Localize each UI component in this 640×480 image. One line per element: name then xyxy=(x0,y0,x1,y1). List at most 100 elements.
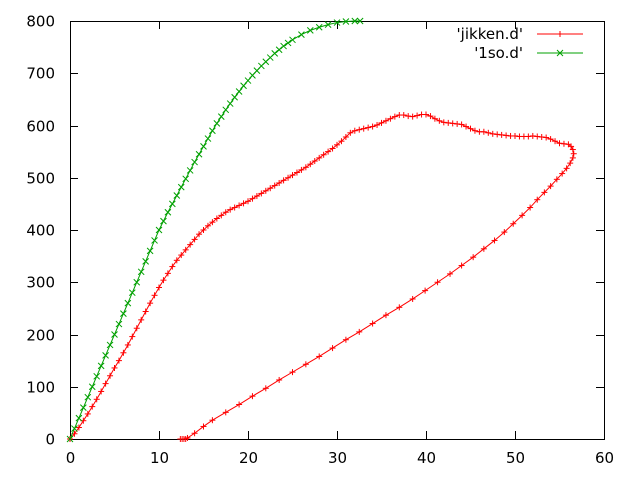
data-point xyxy=(400,112,407,119)
data-point xyxy=(351,127,358,134)
legend-label: 'jikken.d' xyxy=(457,25,523,43)
data-point xyxy=(217,113,225,120)
data-point xyxy=(405,113,412,120)
data-point xyxy=(280,42,287,50)
y-tick-label: 100 xyxy=(26,379,55,397)
data-point xyxy=(249,393,256,400)
data-point xyxy=(71,425,78,432)
data-point xyxy=(436,117,443,124)
data-point xyxy=(480,245,487,252)
data-point xyxy=(245,198,251,205)
data-point xyxy=(156,284,162,291)
data-point xyxy=(102,352,109,359)
data-point xyxy=(191,430,198,437)
data-point xyxy=(186,167,194,174)
data-point xyxy=(173,192,181,199)
data-point xyxy=(527,204,534,211)
data-point xyxy=(567,160,574,167)
data-point xyxy=(480,128,487,135)
y-tick-label: 0 xyxy=(45,431,55,449)
data-point xyxy=(276,376,283,383)
data-point xyxy=(547,136,554,143)
data-point xyxy=(302,361,309,368)
data-point xyxy=(356,17,364,25)
data-point xyxy=(231,93,239,101)
data-point xyxy=(88,383,96,391)
series-line xyxy=(69,20,361,440)
data-point xyxy=(93,372,101,380)
data-point xyxy=(275,46,283,54)
data-point xyxy=(182,175,190,183)
data-point xyxy=(97,362,105,370)
data-point xyxy=(200,227,207,233)
data-point xyxy=(120,349,127,356)
data-point xyxy=(213,215,220,222)
data-point xyxy=(284,39,292,47)
y-tick-label: 300 xyxy=(26,274,55,292)
data-point xyxy=(178,252,185,259)
data-point xyxy=(387,115,394,122)
data-point xyxy=(218,212,225,219)
data-point xyxy=(164,208,172,216)
data-point xyxy=(356,126,363,133)
data-point xyxy=(182,246,189,253)
data-point xyxy=(146,247,154,255)
data-point xyxy=(147,300,154,307)
data-point xyxy=(307,161,314,168)
data-point xyxy=(467,125,474,132)
data-point xyxy=(142,308,149,315)
x-tick-label: 40 xyxy=(417,449,436,467)
data-point xyxy=(306,27,314,34)
data-point xyxy=(240,200,247,207)
data-point xyxy=(227,206,234,213)
axis-ticks xyxy=(70,21,605,440)
data-point xyxy=(191,236,198,243)
data-point xyxy=(209,417,216,424)
data-point xyxy=(396,304,403,311)
data-point xyxy=(454,120,461,127)
data-point xyxy=(120,310,127,317)
data-point xyxy=(369,123,376,130)
data-point xyxy=(547,183,554,190)
data-point xyxy=(200,423,207,430)
data-point xyxy=(75,414,83,422)
data-point xyxy=(187,241,194,248)
data-point xyxy=(434,279,441,286)
data-point xyxy=(115,320,123,328)
data-point xyxy=(213,120,221,127)
data-point xyxy=(534,133,541,140)
data-point xyxy=(276,179,283,186)
data-point xyxy=(569,154,576,161)
data-point xyxy=(552,138,559,145)
data-point xyxy=(289,172,296,179)
data-point xyxy=(124,341,131,348)
data-point xyxy=(342,133,349,140)
data-point xyxy=(449,120,456,127)
data-point xyxy=(222,106,230,114)
data-point xyxy=(289,369,296,376)
data-point xyxy=(382,312,389,319)
data-point xyxy=(84,410,91,417)
data-point xyxy=(168,200,176,208)
data-point xyxy=(151,292,158,299)
data-point xyxy=(196,231,203,238)
data-point xyxy=(226,100,234,107)
data-point xyxy=(267,185,274,192)
data-point xyxy=(84,393,92,401)
data-point xyxy=(485,129,492,136)
data-point xyxy=(204,222,211,229)
data-point xyxy=(235,88,243,95)
data-point xyxy=(471,127,478,134)
data-point xyxy=(382,117,389,124)
data-point xyxy=(107,372,114,379)
x-tick-label: 50 xyxy=(506,449,525,467)
data-point xyxy=(79,404,87,412)
data-point xyxy=(195,150,203,158)
data-point xyxy=(111,331,118,338)
data-point xyxy=(200,143,207,150)
legend-label: '1so.d' xyxy=(474,44,523,62)
data-point xyxy=(191,158,198,166)
data-point xyxy=(129,333,136,340)
data-point xyxy=(498,131,505,138)
data-point xyxy=(236,202,243,209)
